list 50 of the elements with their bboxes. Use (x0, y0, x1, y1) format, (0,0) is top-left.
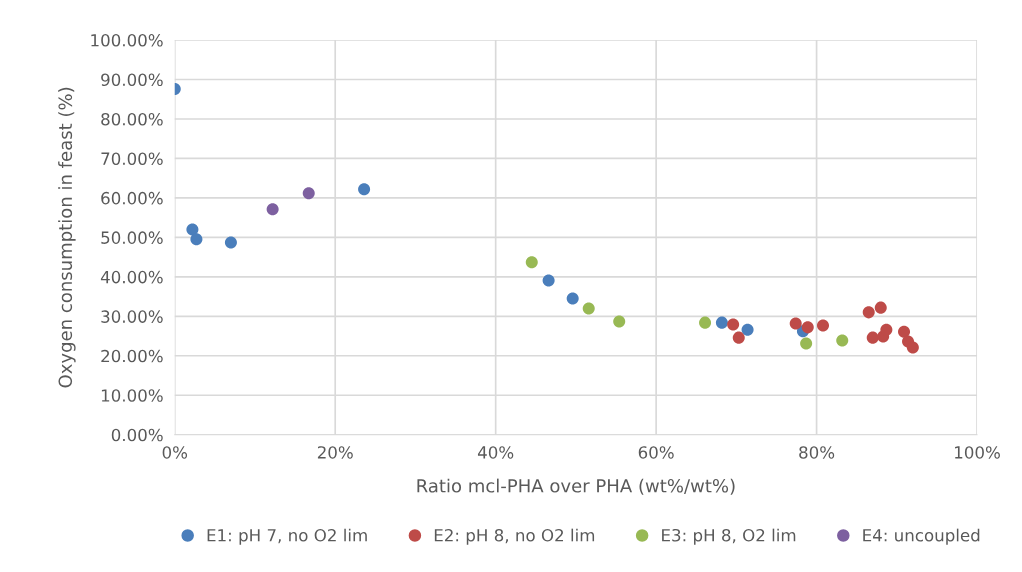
point (542, 274, 555, 287)
point (727, 318, 740, 331)
point (525, 256, 538, 269)
y-tick-label: 30.00% (101, 310, 163, 323)
point (699, 316, 712, 329)
legend-label: E2: pH 8, no O2 lim (434, 528, 595, 545)
y-axis-title: Oxygen consumption in feast (%) (58, 87, 76, 388)
y-tick-label: 50.00% (101, 231, 163, 244)
point (800, 337, 813, 350)
point (880, 323, 893, 336)
y-tick-label: 40.00% (100, 270, 163, 284)
y-tick-label: 70.00% (101, 152, 163, 166)
x-tick-label: 0% (162, 446, 188, 459)
x-axis-title: Ratio mcl-PHA over PHA (wt%/wt%) (417, 478, 735, 495)
point (224, 236, 237, 249)
point (789, 317, 802, 330)
point (358, 183, 371, 196)
x-tick-label: 20% (317, 446, 353, 459)
point (566, 292, 579, 305)
point (582, 302, 595, 315)
point (715, 316, 728, 329)
point (898, 325, 911, 338)
point (874, 301, 887, 314)
y-tick-label: 20.00% (101, 349, 163, 363)
y-tick-label: 80.00% (101, 112, 163, 126)
point (816, 319, 830, 332)
point (801, 321, 814, 334)
y-tick-label: 60.00% (101, 191, 163, 205)
x-tick-label: 100% (955, 446, 1000, 459)
point (266, 203, 279, 216)
point (906, 341, 919, 354)
y-tick-label: 90.00% (101, 73, 163, 87)
point (732, 331, 745, 344)
x-tick-label: 80% (799, 446, 835, 459)
y-tick-label: 10.00% (101, 389, 163, 402)
y-tick-label: 100.00% (91, 34, 163, 47)
legend-label: E3: pH 8, O2 lim (662, 528, 796, 545)
point (190, 233, 203, 246)
point (862, 306, 875, 319)
point (302, 187, 315, 200)
point (866, 331, 879, 344)
legend-label: E4: uncoupled (863, 528, 980, 545)
point (836, 334, 849, 347)
y-tick-label: 0.00% (111, 428, 163, 442)
point (741, 323, 754, 336)
x-tick-label: 60% (638, 446, 674, 459)
point (613, 315, 626, 328)
legend-label: E1: pH 7, no O2 lim (207, 528, 367, 545)
point (186, 223, 199, 236)
x-tick-label: 40% (477, 446, 514, 459)
